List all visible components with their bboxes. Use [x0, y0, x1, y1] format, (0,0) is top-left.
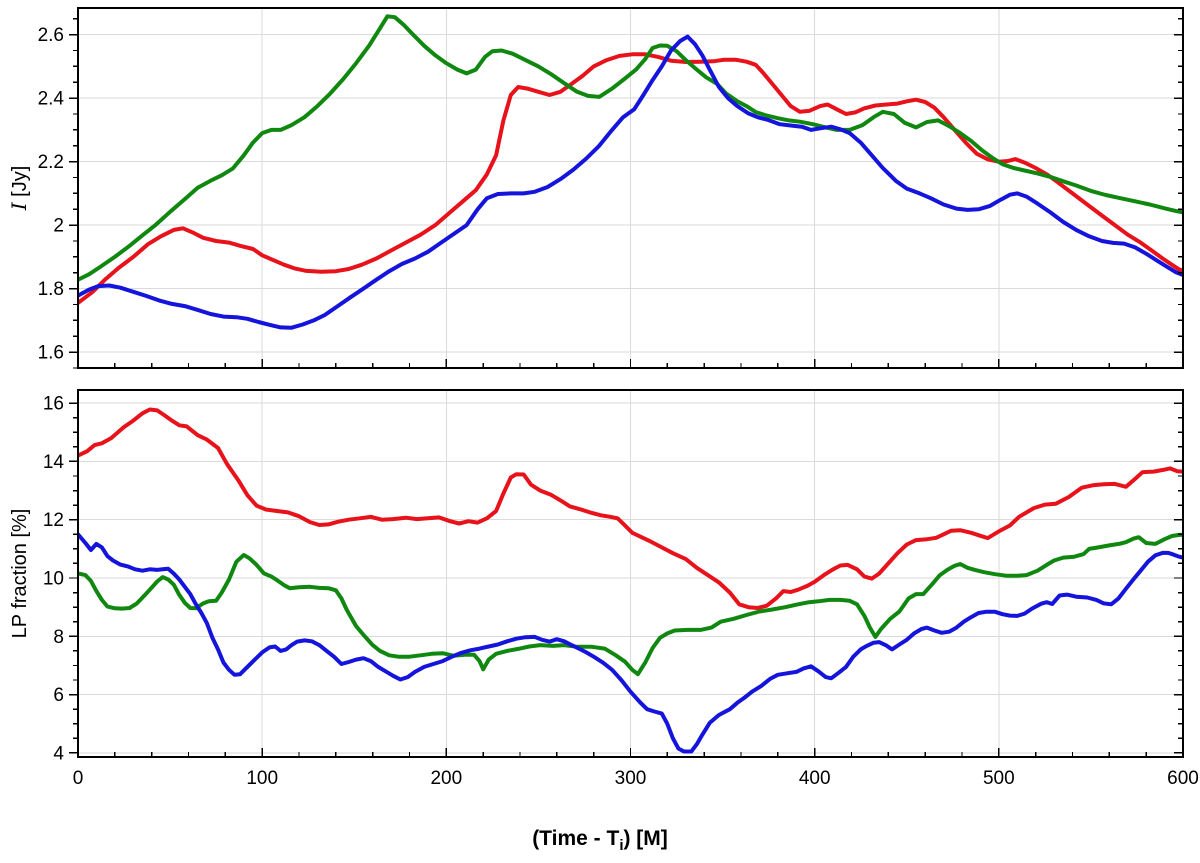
x-axis-label: (Time - Ti) [M]	[532, 827, 668, 854]
y-tick-label: 1.8	[38, 279, 64, 300]
x-tick-label: 100	[246, 768, 278, 789]
x-tick-label: 200	[430, 768, 462, 789]
panel-lp-fraction: 4 6 8 10 12 14 16 LP fraction [%]	[9, 389, 1184, 765]
y-tick-label: 6	[53, 685, 64, 706]
x-tick-label: 300	[615, 768, 647, 789]
series-green-line-intensity	[78, 14, 1183, 282]
series-green-line-lp-fraction	[78, 532, 1183, 677]
x-tick-label: 500	[983, 768, 1015, 789]
series-red-line-intensity	[78, 52, 1183, 305]
series-blue-line-lp-fraction	[78, 532, 1183, 754]
y-tick-label: 10	[43, 569, 64, 590]
y-axis-label-intensity: I [Jy]	[7, 166, 31, 212]
y-tick-label: 2.6	[38, 25, 64, 46]
y-tick-label: 1.6	[38, 343, 64, 364]
x-tick-label: 400	[799, 768, 831, 789]
series-blue-line-intensity	[78, 34, 1183, 330]
x-tick-label: 0	[73, 768, 84, 789]
y-axis-label-lp-fraction: LP fraction [%]	[9, 509, 31, 639]
y-tick-label: 4	[53, 743, 64, 764]
panel-intensity: 1.6 1.8 2 2.2 2.4 2.6 I [Jy]	[7, 7, 1184, 369]
y-tick-label: 14	[43, 452, 65, 473]
x-tick-label: 600	[1167, 768, 1199, 789]
y-tick-label: 8	[53, 627, 64, 648]
ticks-intensity	[69, 18, 1184, 369]
x-tick-labels: 0 100 200 300 400 500 600	[73, 768, 1199, 789]
ticks-lp-fraction	[69, 402, 1184, 757]
y-tick-labels-lp-fraction: 4 6 8 10 12 14 16	[43, 394, 65, 765]
y-tick-label: 2	[53, 216, 64, 237]
series-red-line-lp-fraction	[78, 407, 1183, 610]
y-tick-labels-intensity: 1.6 1.8 2 2.2 2.4 2.6	[38, 25, 65, 363]
y-tick-label: 12	[43, 510, 64, 531]
y-tick-label: 2.2	[38, 152, 64, 173]
y-tick-label: 16	[43, 394, 64, 415]
y-tick-label: 2.4	[38, 89, 65, 110]
